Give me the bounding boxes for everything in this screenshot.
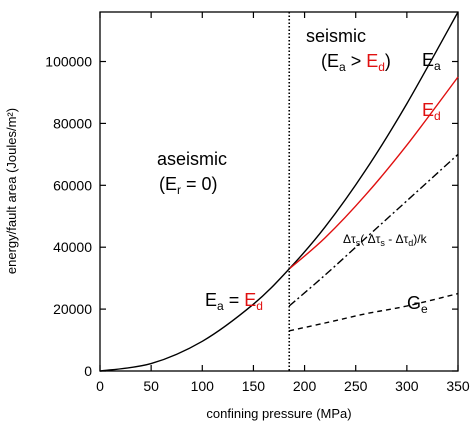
series-label-Ea: Ea: [422, 50, 441, 73]
x-tick-label: 200: [293, 378, 317, 394]
seismic-condition: (Ea > Ed): [321, 51, 391, 74]
x-axis-title: confining pressure (MPa): [206, 406, 351, 421]
series-label-Ed: Ed: [422, 100, 441, 123]
y-tick-label: 20000: [53, 301, 92, 317]
aseismic-condition: (Er = 0): [159, 174, 218, 197]
x-tick-label: 150: [242, 378, 266, 394]
y-tick-label: 80000: [53, 115, 92, 131]
x-tick-label: 0: [96, 378, 104, 394]
plot-frame: [99, 11, 459, 372]
x-tick-label: 300: [395, 378, 419, 394]
series-label-stress-drop: Δτs( Δτs - Δτd)/k: [343, 232, 428, 248]
aseismic-label: aseismic: [157, 149, 227, 169]
y-tick-label: 40000: [53, 239, 92, 255]
seismic-label: seismic: [306, 26, 366, 46]
equality-label: Ea = Ed: [205, 290, 263, 313]
x-tick-label: 100: [191, 378, 215, 394]
y-tick-label: 0: [84, 363, 92, 379]
series-line-0: [99, 11, 459, 372]
y-tick-label: 100000: [45, 54, 92, 70]
series-line-2: [288, 153, 459, 307]
series-label-Ge: Ge: [407, 293, 428, 316]
series-line-3: [289, 292, 459, 332]
x-tick-label: 250: [344, 378, 368, 394]
y-tick-label: 60000: [53, 177, 92, 193]
series-line-1: [288, 76, 459, 270]
x-tick-label: 350: [446, 378, 470, 394]
y-axis-title: energy/fault area (Joules/m²): [4, 108, 19, 274]
axis-ticks: 0 50 100 150 200 250 300 350 0 20000 40000 60000 800…: [45, 12, 470, 394]
series-layer: [99, 11, 459, 372]
x-tick-label: 50: [143, 378, 159, 394]
